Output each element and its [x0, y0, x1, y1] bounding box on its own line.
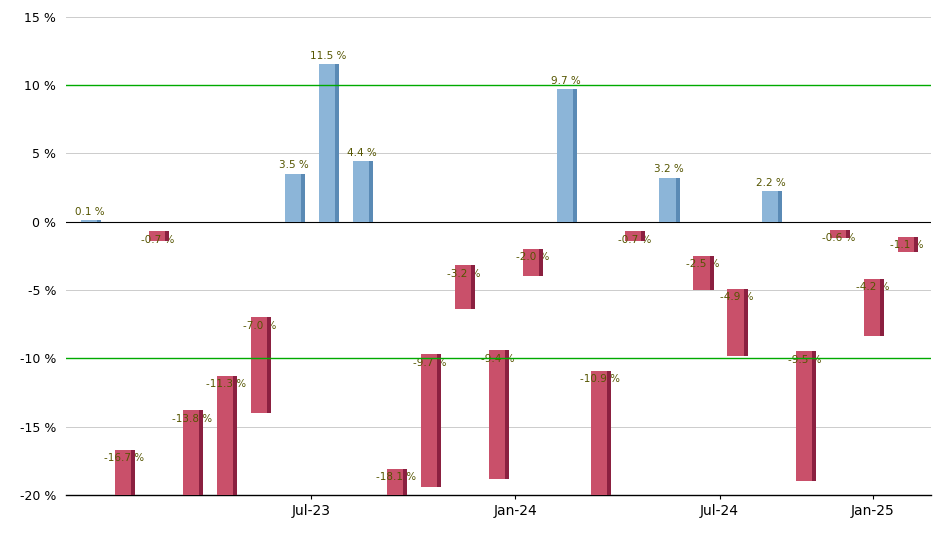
Text: 3.5 %: 3.5 %	[279, 160, 309, 170]
Text: -1.1 %: -1.1 %	[890, 240, 923, 250]
Bar	[761, 191, 779, 222]
Bar	[846, 230, 850, 238]
Bar	[625, 231, 644, 241]
Text: 2.2 %: 2.2 %	[756, 178, 786, 188]
Text: -11.3 %: -11.3 %	[206, 379, 246, 389]
Text: -4.2 %: -4.2 %	[856, 282, 889, 293]
Bar	[710, 256, 713, 290]
Text: -4.9 %: -4.9 %	[720, 292, 753, 302]
Bar	[591, 371, 609, 520]
Text: -16.7 %: -16.7 %	[103, 453, 144, 463]
Bar	[369, 161, 373, 222]
Bar	[607, 371, 611, 520]
Bar	[267, 317, 271, 413]
Text: -3.2 %: -3.2 %	[447, 269, 481, 279]
Text: -9.4 %: -9.4 %	[481, 354, 515, 364]
Bar	[694, 256, 712, 290]
Bar	[812, 351, 816, 481]
Text: -10.9 %: -10.9 %	[580, 374, 620, 384]
Bar	[115, 450, 133, 550]
Bar	[471, 265, 476, 309]
Text: -9.5 %: -9.5 %	[788, 355, 822, 365]
Text: -0.7 %: -0.7 %	[141, 234, 175, 245]
Bar	[421, 354, 439, 487]
Bar	[81, 220, 99, 222]
Bar	[437, 354, 441, 487]
Bar	[387, 469, 405, 550]
Text: -18.1 %: -18.1 %	[376, 472, 416, 482]
Bar	[319, 64, 337, 222]
Text: -9.7 %: -9.7 %	[414, 358, 446, 367]
Bar	[164, 231, 169, 241]
Text: 11.5 %: 11.5 %	[310, 51, 346, 61]
Bar	[830, 230, 848, 238]
Text: -0.7 %: -0.7 %	[618, 234, 651, 245]
Bar	[728, 289, 745, 355]
Bar	[641, 231, 646, 241]
Bar	[659, 178, 678, 222]
Text: -13.8 %: -13.8 %	[172, 414, 212, 424]
Bar	[199, 410, 203, 550]
Bar	[455, 265, 473, 309]
Bar	[573, 89, 577, 222]
Bar	[557, 89, 575, 222]
Bar	[233, 376, 237, 531]
Bar	[335, 64, 339, 222]
Bar	[676, 178, 680, 222]
Bar	[182, 410, 201, 550]
Text: 0.1 %: 0.1 %	[75, 207, 104, 217]
Text: -2.5 %: -2.5 %	[686, 259, 719, 269]
Bar	[97, 220, 101, 222]
Bar	[352, 161, 371, 222]
Bar	[251, 317, 269, 413]
Bar	[301, 174, 305, 222]
Bar	[131, 450, 134, 550]
Bar	[864, 279, 882, 337]
Bar	[506, 350, 509, 478]
Text: -7.0 %: -7.0 %	[243, 321, 276, 331]
Bar	[403, 469, 407, 550]
Bar	[217, 376, 235, 531]
Bar	[880, 279, 884, 337]
Text: 9.7 %: 9.7 %	[552, 75, 581, 86]
Text: -0.6 %: -0.6 %	[822, 233, 855, 243]
Text: -2.0 %: -2.0 %	[515, 252, 549, 262]
Text: 3.2 %: 3.2 %	[653, 164, 683, 174]
Bar	[489, 350, 508, 478]
Bar	[149, 231, 166, 241]
Bar	[744, 289, 747, 355]
Bar	[898, 236, 916, 252]
Bar	[285, 174, 303, 222]
Bar	[795, 351, 814, 481]
Bar	[777, 191, 782, 222]
Bar	[524, 249, 541, 276]
Text: 4.4 %: 4.4 %	[347, 148, 377, 158]
Bar	[914, 236, 917, 252]
Bar	[540, 249, 543, 276]
